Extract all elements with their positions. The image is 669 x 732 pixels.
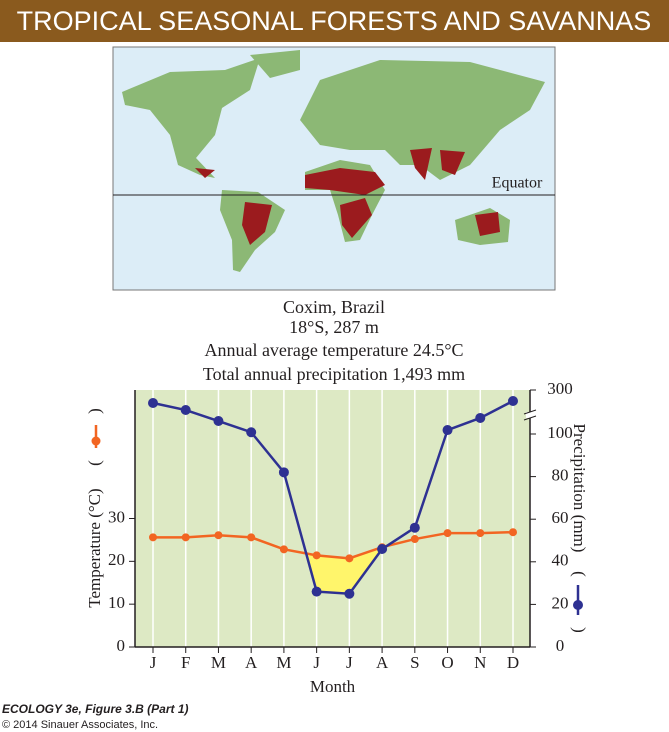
series-line bbox=[152, 399, 514, 596]
data-point bbox=[409, 522, 420, 533]
figure-credit: ECOLOGY 3e, Figure 3.B (Part 1) bbox=[2, 702, 189, 716]
data-point bbox=[246, 427, 257, 438]
y2-tick-label: 0 bbox=[556, 636, 565, 655]
header-title: TROPICAL SEASONAL FORESTS AND SAVANNAS bbox=[17, 6, 652, 36]
legend-bracket: ( bbox=[85, 460, 104, 466]
legend-bracket: ) bbox=[85, 408, 104, 414]
copyright: © 2014 Sinauer Associates, Inc. bbox=[2, 719, 158, 731]
data-point bbox=[377, 544, 388, 555]
legend-bracket: ) bbox=[570, 627, 589, 633]
data-point bbox=[344, 588, 355, 599]
y-tick-label: 0 bbox=[117, 636, 126, 655]
x-tick-label: D bbox=[507, 653, 519, 672]
x-tick-label: J bbox=[346, 653, 353, 672]
y2-tick-label: 20 bbox=[552, 593, 569, 612]
x-tick-label: F bbox=[181, 653, 190, 672]
greenland bbox=[250, 50, 300, 78]
x-tick-label: A bbox=[245, 653, 258, 672]
data-point bbox=[509, 528, 517, 537]
x-tick-label: M bbox=[211, 653, 226, 672]
axis-break bbox=[523, 415, 537, 421]
equator-label: Equator bbox=[492, 175, 543, 192]
x-tick-label: O bbox=[441, 653, 453, 672]
data-point bbox=[443, 529, 452, 538]
x-tick-label: S bbox=[410, 653, 419, 672]
map: Equator bbox=[112, 46, 556, 291]
subtitle-line: Total annual precipitation 1,493 mm bbox=[203, 364, 465, 384]
x-tick-label: M bbox=[276, 653, 291, 672]
x-tick-label: J bbox=[150, 653, 157, 672]
y-tick-label: 10 bbox=[108, 593, 125, 612]
eurasia bbox=[300, 60, 545, 180]
y2-tick-label: 40 bbox=[552, 551, 569, 570]
data-point bbox=[442, 425, 453, 436]
data-point bbox=[149, 533, 157, 542]
y2-tick-label: 300 bbox=[547, 379, 573, 398]
data-point bbox=[410, 535, 419, 544]
y2-tick-label: 80 bbox=[552, 466, 569, 485]
x-axis-label: Month bbox=[310, 677, 356, 696]
x-tick-label: A bbox=[376, 653, 389, 672]
x-tick-label: N bbox=[474, 653, 486, 672]
subtitle-line: 18°S, 287 m bbox=[289, 317, 379, 337]
plot-background bbox=[135, 390, 530, 647]
y-axis-label: Temperature (°C) bbox=[85, 488, 104, 607]
y2-tick-label: 100 bbox=[547, 423, 573, 442]
data-point bbox=[214, 531, 223, 540]
data-point bbox=[181, 533, 190, 542]
data-point bbox=[312, 551, 321, 560]
subtitle-line: Annual average temperature 24.5°C bbox=[204, 340, 463, 360]
y2-axis-label: Precipitation (mm) bbox=[570, 424, 589, 553]
series-line bbox=[153, 530, 514, 560]
legend-marker bbox=[91, 436, 101, 446]
y-tick-label: 30 bbox=[108, 507, 125, 526]
data-point bbox=[213, 416, 224, 427]
axis-break bbox=[523, 409, 537, 415]
north-america bbox=[122, 58, 260, 178]
data-point bbox=[311, 586, 322, 597]
y-tick-label: 20 bbox=[108, 550, 125, 569]
x-tick-label: J bbox=[313, 653, 320, 672]
axis-break-gap bbox=[526, 412, 534, 418]
data-point bbox=[247, 533, 256, 542]
dry-season-area bbox=[306, 546, 387, 594]
savanna-regions bbox=[195, 148, 500, 245]
data-point bbox=[345, 554, 354, 563]
data-point bbox=[278, 467, 289, 478]
data-point bbox=[279, 545, 288, 554]
data-point bbox=[180, 405, 191, 416]
legend-marker bbox=[573, 600, 583, 610]
data-point bbox=[475, 412, 486, 423]
data-point bbox=[508, 396, 518, 406]
y2-tick-label: 60 bbox=[552, 508, 569, 527]
legend-bracket: ( bbox=[570, 571, 589, 577]
subtitle-line: Coxim, Brazil bbox=[283, 297, 385, 317]
header-bar bbox=[0, 0, 669, 42]
data-point bbox=[476, 529, 485, 538]
data-point bbox=[148, 397, 158, 408]
